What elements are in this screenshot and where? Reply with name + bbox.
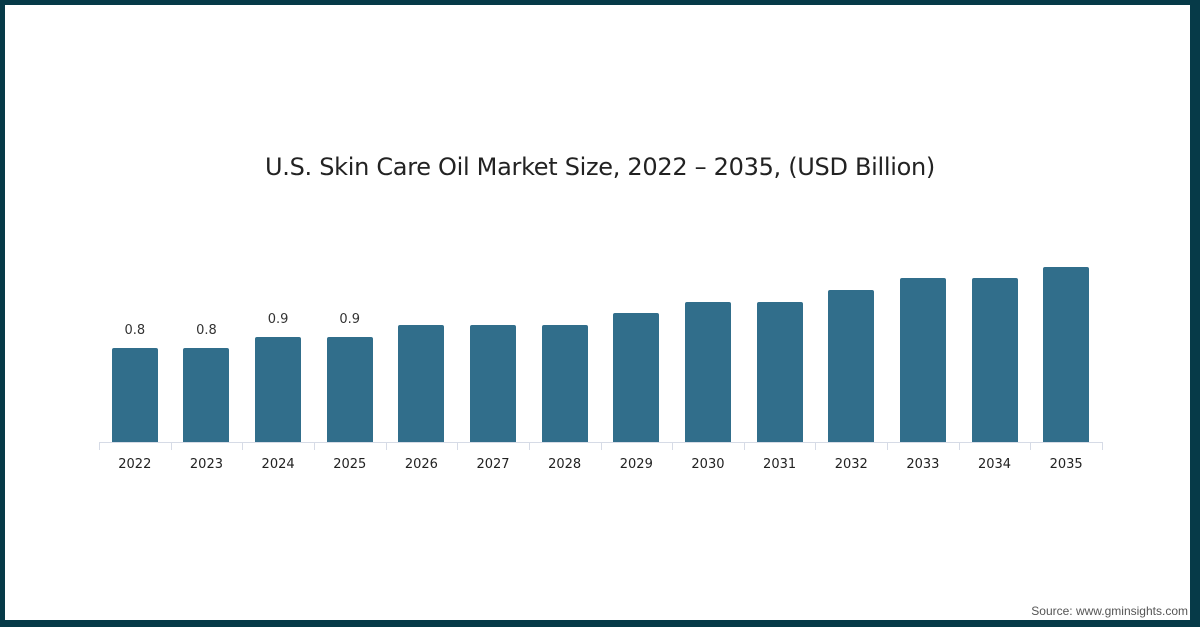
bar-2028[interactable]: [541, 325, 588, 442]
x-tick-label: 2026: [404, 457, 438, 472]
bar-2027[interactable]: [470, 325, 517, 442]
x-tick: [242, 442, 244, 450]
x-tick-label: 2034: [977, 457, 1012, 472]
bar-2026[interactable]: [398, 325, 445, 442]
bar-2031[interactable]: [756, 301, 803, 442]
plot-area: 0.8 0.8 0.9 0.9: [99, 240, 1102, 442]
x-tick: [1030, 442, 1032, 450]
x-tick: [1102, 442, 1103, 450]
data-label: 0.8: [124, 323, 146, 339]
x-tick-label: 2030: [691, 457, 725, 472]
bar-2030[interactable]: [684, 301, 731, 442]
x-tick-label: 2029: [619, 457, 653, 472]
x-tick: [457, 442, 459, 450]
data-label: 0.9: [339, 311, 361, 327]
x-tick-label: 2022: [118, 457, 152, 472]
x-tick-label: 2024: [261, 457, 295, 472]
x-tick: [170, 442, 172, 450]
x-tick-label: 2025: [333, 457, 367, 472]
bar-2033[interactable]: [899, 278, 946, 442]
bar-2025[interactable]: [326, 336, 373, 442]
bar-2034[interactable]: [971, 278, 1018, 442]
chart-title: U.S. Skin Care Oil Market Size, 2022 – 2…: [265, 153, 935, 181]
x-tick-label: 2035: [1049, 457, 1083, 472]
x-tick: [743, 442, 745, 450]
x-tick: [887, 442, 889, 450]
bar-2024[interactable]: [255, 336, 302, 442]
x-tick: [528, 442, 530, 450]
x-tick: [600, 442, 602, 450]
x-tick-label: 2033: [906, 457, 940, 472]
bar-2023[interactable]: [183, 348, 230, 442]
x-tick: [672, 442, 674, 450]
x-tick: [385, 442, 387, 450]
x-tick-label: 2031: [763, 457, 797, 472]
data-label: 0.9: [267, 311, 289, 327]
bar-2032[interactable]: [828, 289, 875, 442]
source-note: Source: www.gminsights.com: [1031, 604, 1188, 618]
x-tick-label: 2023: [189, 457, 223, 472]
x-tick-label: 2027: [476, 457, 510, 472]
bar-2022[interactable]: [111, 348, 158, 442]
x-tick-label: 2032: [834, 457, 868, 472]
x-tick: [313, 442, 315, 450]
bar-2029[interactable]: [613, 313, 660, 442]
x-tick: [958, 442, 960, 450]
bar-2035[interactable]: [1043, 266, 1090, 442]
x-tick: [815, 442, 817, 450]
data-label: 0.8: [196, 323, 217, 339]
x-tick-label: 2028: [548, 457, 582, 472]
x-tick: [99, 442, 100, 450]
